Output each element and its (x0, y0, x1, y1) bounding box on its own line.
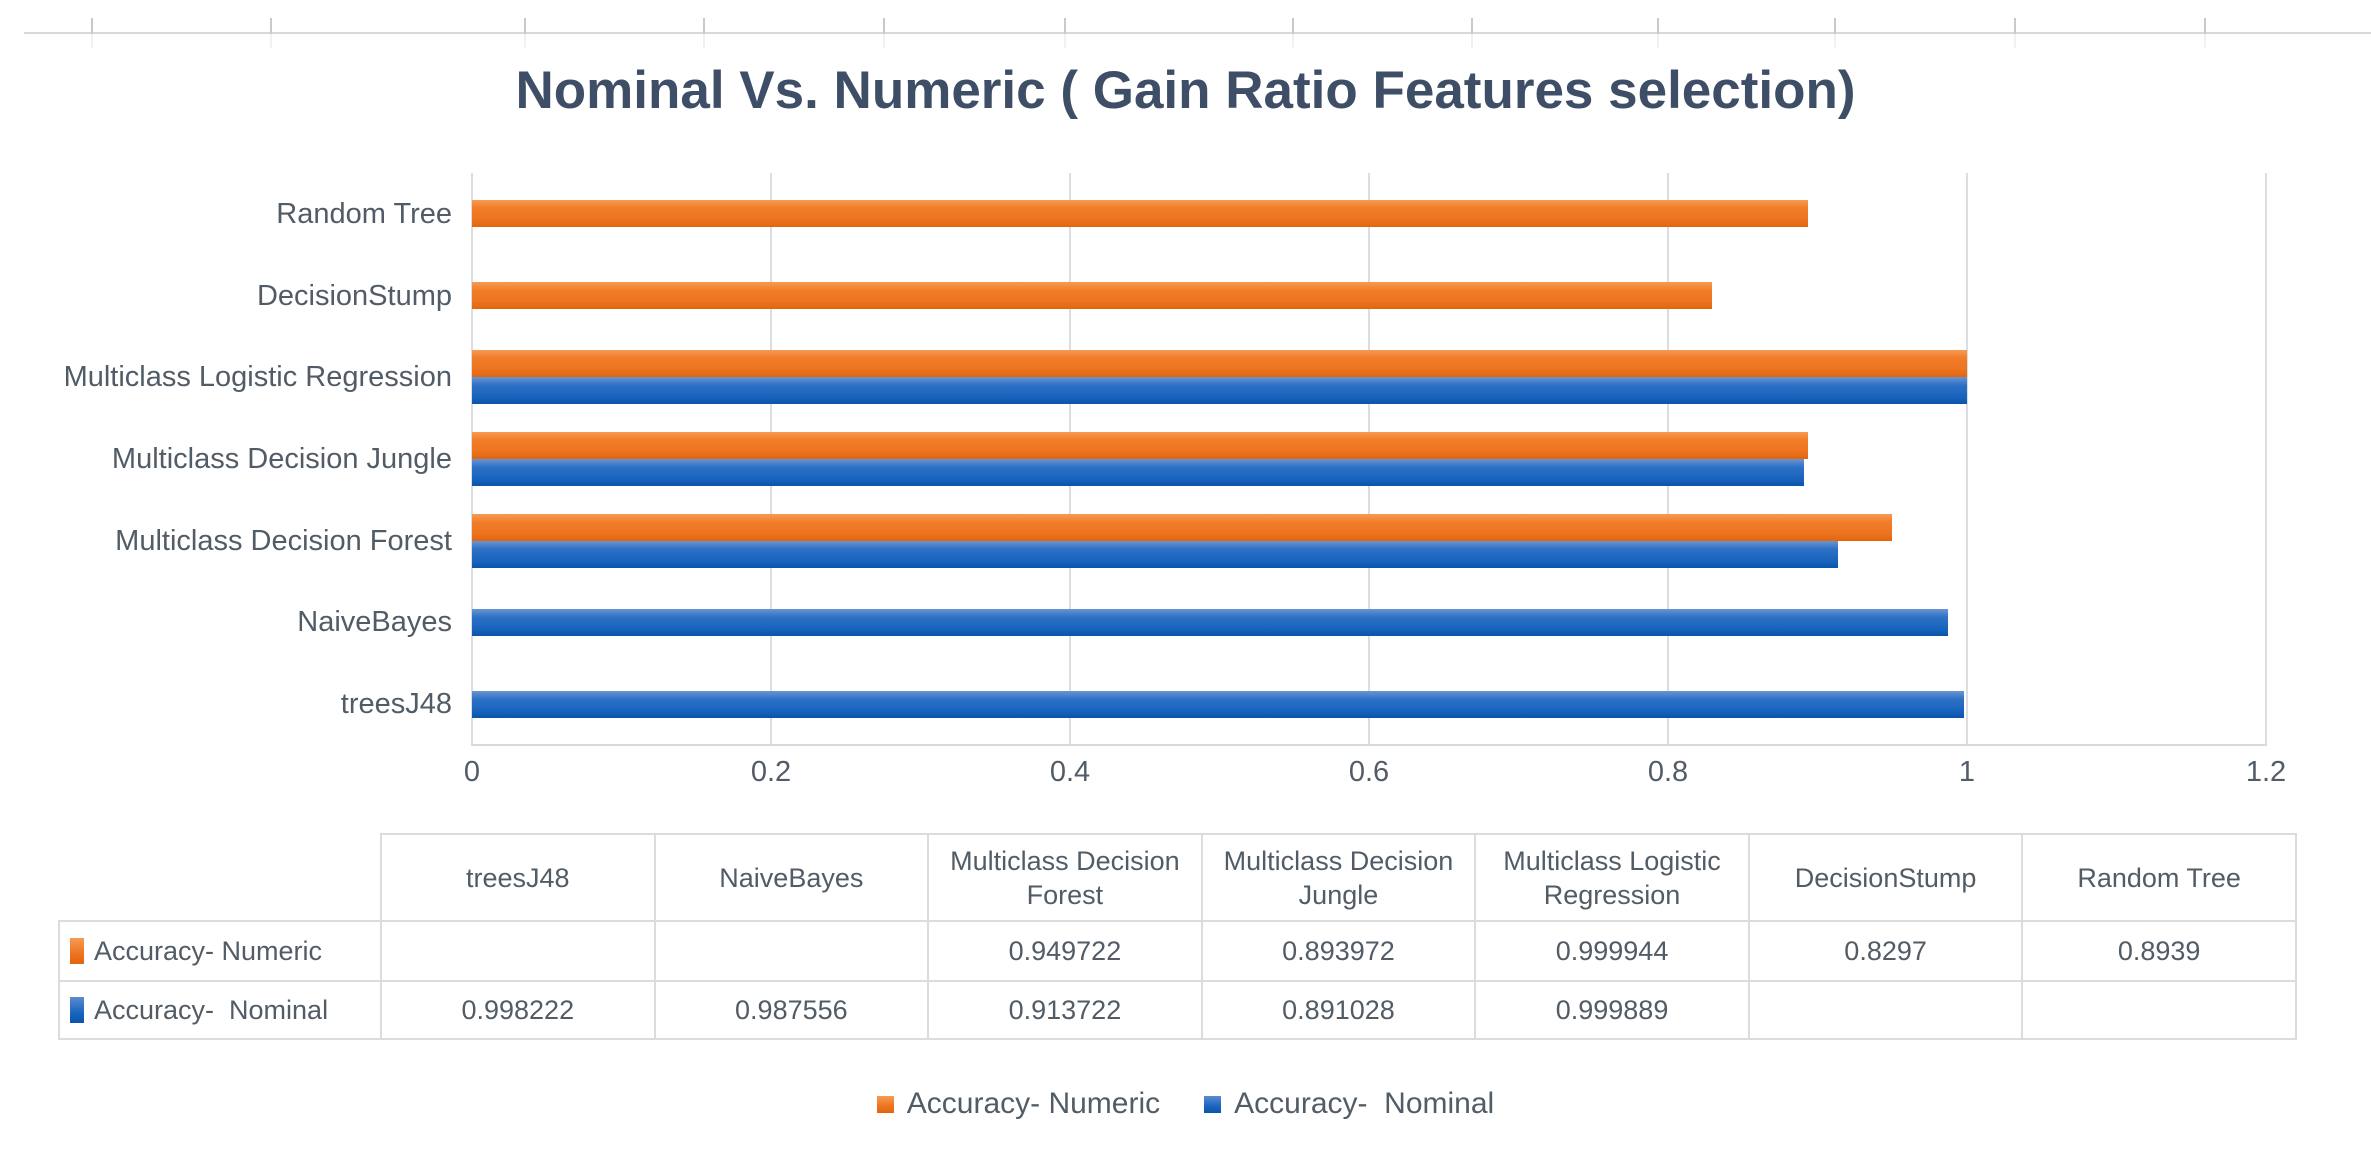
x-axis-line (471, 744, 2267, 746)
ruler-tick (1292, 18, 1294, 34)
table-value-cell (380, 920, 656, 982)
legend: Accuracy- Numeric Accuracy- Nominal (0, 1084, 2371, 1124)
ruler-ghost-tick (1064, 34, 1066, 48)
bar-accuracy-numeric-random-tree (472, 200, 1808, 228)
bar-accuracy-numeric-multiclass-decision-jungle (472, 432, 1808, 459)
table-value-cell: 0.913722 (927, 980, 1203, 1040)
ruler-tick (91, 18, 93, 34)
category-label: DecisionStump (256, 279, 452, 312)
table-value-cell: 0.949722 (927, 920, 1203, 982)
legend-label: Accuracy- Numeric (906, 1087, 1161, 1120)
chart-title: Nominal Vs. Numeric ( Gain Ratio Feature… (515, 61, 1856, 120)
ruler-ghost-tick (1657, 34, 1659, 48)
table-row-label-inner: Accuracy- Nominal (64, 993, 376, 1027)
table-value-cell: 0.8297 (1747, 920, 2024, 982)
bar-accuracy-nominal-multiclass-decision-jungle (472, 459, 1804, 486)
bar-accuracy-nominal-naivebayes (472, 608, 1948, 636)
table-header-cell: Multiclass Decision Forest (927, 833, 1203, 922)
gridline (2265, 173, 2267, 745)
bar-accuracy-nominal-treesj48 (472, 690, 1964, 718)
table-value-cell: 0.987556 (653, 980, 930, 1040)
ruler-ghost-tick (270, 34, 272, 48)
x-axis-tick-label: 0.6 (1348, 756, 1390, 788)
series-name: Accuracy- Numeric (94, 936, 323, 966)
ruler-ghost-tick (883, 34, 885, 48)
bar-accuracy-numeric-decisionstump (472, 282, 1712, 310)
table-value-cell: 0.999944 (1474, 920, 1750, 982)
ruler-tick (2014, 18, 2016, 34)
category-label: Multiclass Logistic Regression (63, 361, 452, 394)
table-row-label-nominal: Accuracy- Nominal (58, 980, 382, 1040)
table-value-cell: 0.891028 (1200, 980, 1477, 1040)
bar-accuracy-nominal-multiclass-logistic-regression (472, 377, 1967, 405)
table-header-cell: DecisionStump (1747, 833, 2024, 922)
table-value-cell (2021, 980, 2297, 1040)
ruler-tick (270, 18, 272, 34)
nominal-series-key-icon (70, 997, 84, 1023)
table-value-cell: 0.999889 (1474, 980, 1750, 1040)
category-label: Multiclass Decision Forest (115, 524, 452, 557)
table-row-label-inner: Accuracy- Numeric (64, 934, 376, 968)
data-table: treesJ48 NaiveBayes Multiclass Decision Fo… (58, 833, 2297, 1040)
bar-accuracy-nominal-multiclass-decision-forest (472, 540, 1838, 568)
category-label: Random Tree (276, 197, 452, 230)
table-header-cell: Multiclass Logistic Regression (1474, 833, 1750, 922)
category-label: NaiveBayes (297, 606, 452, 639)
gridline (1966, 173, 1968, 745)
ruler-ghost-tick (1292, 34, 1294, 48)
legend-item-numeric: Accuracy- Numeric (876, 1087, 1161, 1121)
ruler-tick (703, 18, 705, 34)
table-value-cell: 0.998222 (380, 980, 656, 1040)
category-label: Multiclass Decision Jungle (111, 443, 452, 475)
ruler-tick (1834, 18, 1836, 34)
table-value-cell: 0.8939 (2021, 920, 2297, 982)
ruler-tick (883, 18, 885, 34)
ruler-tick (1471, 18, 1473, 34)
ruler-ghost-tick (91, 34, 93, 48)
table-row-label-numeric: Accuracy- Numeric (58, 920, 382, 982)
spreadsheet-ruler-line (24, 32, 2371, 34)
nominal-legend-key-icon (1204, 1095, 1222, 1113)
ruler-ghost-tick (703, 34, 705, 48)
table-header-cell: NaiveBayes (653, 833, 930, 922)
table-header-cell: treesJ48 (380, 833, 656, 922)
numeric-series-key-icon (70, 938, 84, 964)
legend-label: Accuracy- Nominal (1234, 1087, 1495, 1120)
x-axis-tick-label: 0.2 (750, 756, 792, 788)
table-value-cell (1747, 980, 2024, 1040)
category-label: treesJ48 (340, 688, 452, 721)
ruler-tick (524, 18, 526, 34)
ruler-ghost-tick (1471, 34, 1473, 48)
x-axis-tick-label: 1.2 (2245, 756, 2287, 788)
ruler-ghost-tick (2204, 34, 2206, 48)
ruler-tick (2204, 18, 2206, 34)
table-header-cell: Multiclass Decision Jungle (1200, 833, 1477, 922)
table-value-cell (653, 920, 930, 982)
ruler-ghost-tick (2014, 34, 2016, 48)
ruler-tick (1657, 18, 1659, 34)
legend-item-nominal: Accuracy- Nominal (1204, 1087, 1494, 1121)
bar-accuracy-numeric-multiclass-decision-forest (472, 513, 1892, 541)
bar-accuracy-numeric-multiclass-logistic-regression (472, 350, 1967, 378)
table-value-cell: 0.893972 (1200, 920, 1477, 982)
series-name: Accuracy- Nominal (94, 995, 329, 1025)
x-axis-tick-label: 0.8 (1647, 756, 1689, 788)
x-axis-tick-label: 0 (463, 756, 481, 788)
table-header-cell: Random Tree (2021, 833, 2297, 922)
ruler-tick (1064, 18, 1066, 34)
x-axis-tick-label: 1 (1958, 756, 1976, 788)
x-axis-tick-label: 0.4 (1049, 756, 1091, 788)
table-blank-cell (59, 834, 382, 922)
ruler-ghost-tick (524, 34, 526, 48)
ruler-ghost-tick (1834, 34, 1836, 48)
numeric-legend-key-icon (876, 1095, 894, 1113)
data-table-grid: treesJ48 NaiveBayes Multiclass Decision Fo… (58, 833, 2297, 1040)
